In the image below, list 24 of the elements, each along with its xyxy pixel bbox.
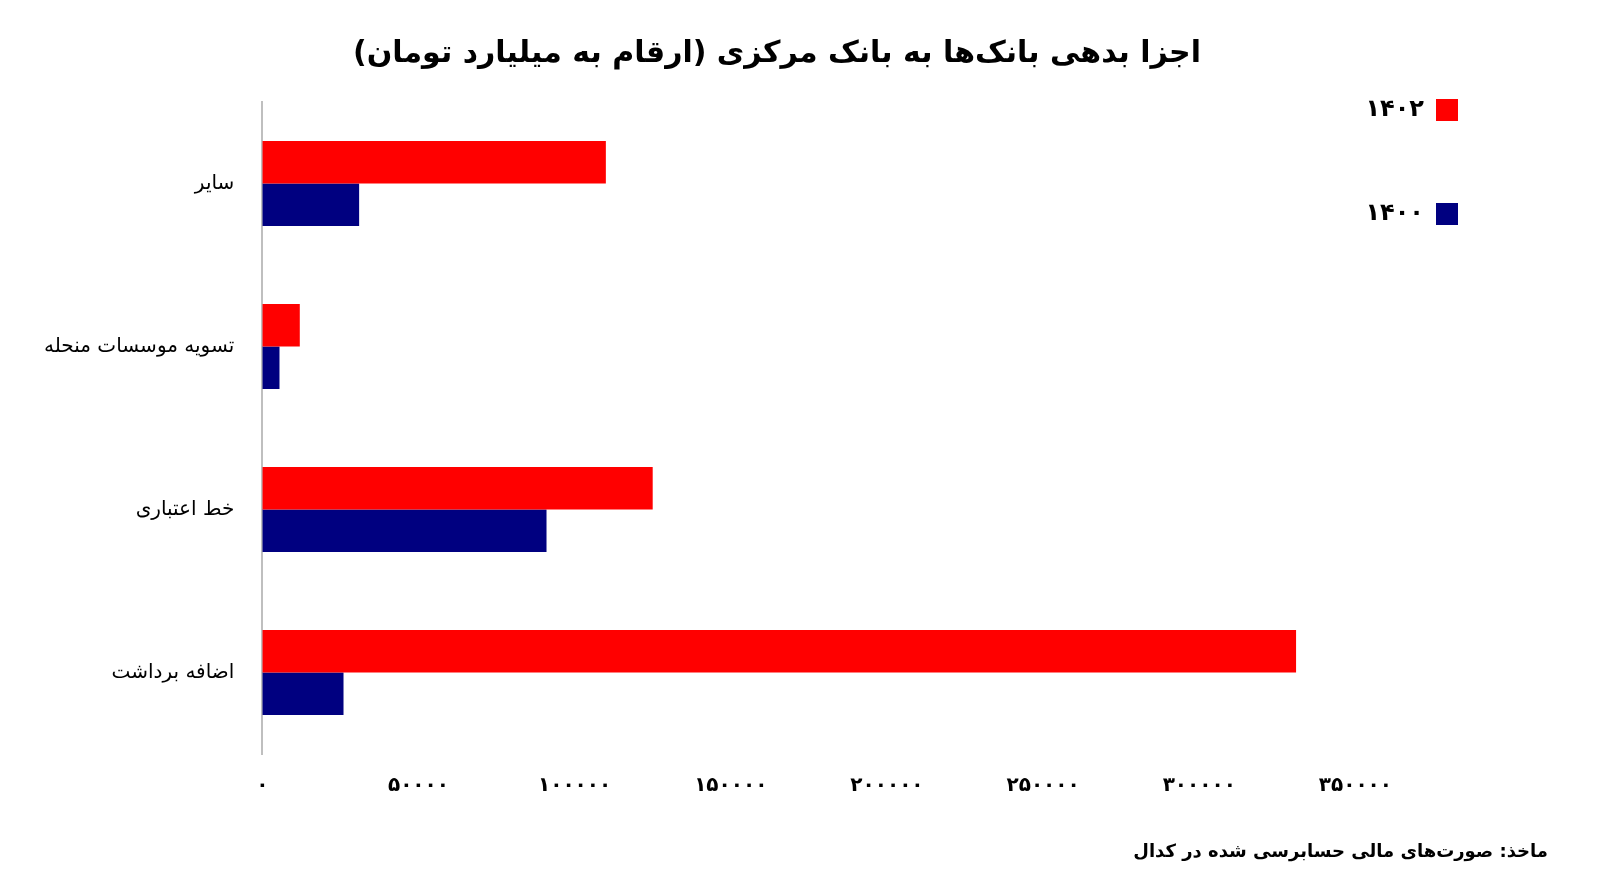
- x-tick-label: ۱۰۰۰۰۰: [538, 772, 612, 797]
- text: ماخذ: صورت‌های مالی حسابرسی شده در کدال: [1132, 840, 1549, 861]
- y-tick-label: اضافه برداشت: [111, 658, 235, 683]
- y-tick-label: خط اعتباری: [135, 495, 235, 520]
- legend-label: ۱۴۰۲: [1365, 94, 1425, 123]
- y-tick-label: تسویه موسسات منحله: [44, 332, 235, 357]
- x-tick-label: ۳۰۰۰۰۰: [1162, 772, 1236, 797]
- bar: [262, 141, 606, 184]
- x-tick-label: ۲۰۰۰۰۰: [850, 772, 924, 797]
- legend-label: ۱۴۰۰: [1365, 198, 1424, 227]
- x-tick-label: ۵۰۰۰۰: [387, 772, 449, 797]
- bar: [262, 672, 344, 715]
- x-tick-label: ۳۵۰۰۰۰: [1318, 772, 1393, 797]
- bar: [262, 346, 280, 389]
- bar: [262, 304, 300, 347]
- x-tick-label: ۲۵۰۰۰۰: [1006, 772, 1080, 797]
- x-tick-label: ۰: [256, 772, 269, 797]
- y-tick-label: سایر: [193, 169, 235, 194]
- bar: [262, 183, 360, 226]
- bar: [262, 467, 653, 510]
- chart-title: اجزا بدهی بانک‌ها به بانک مرکزی (ارقام به میلیارد تومان): [352, 33, 1202, 70]
- x-tick-label: ۱۵۰۰۰۰: [694, 772, 768, 797]
- bar: [262, 509, 547, 552]
- bar: [262, 630, 1297, 673]
